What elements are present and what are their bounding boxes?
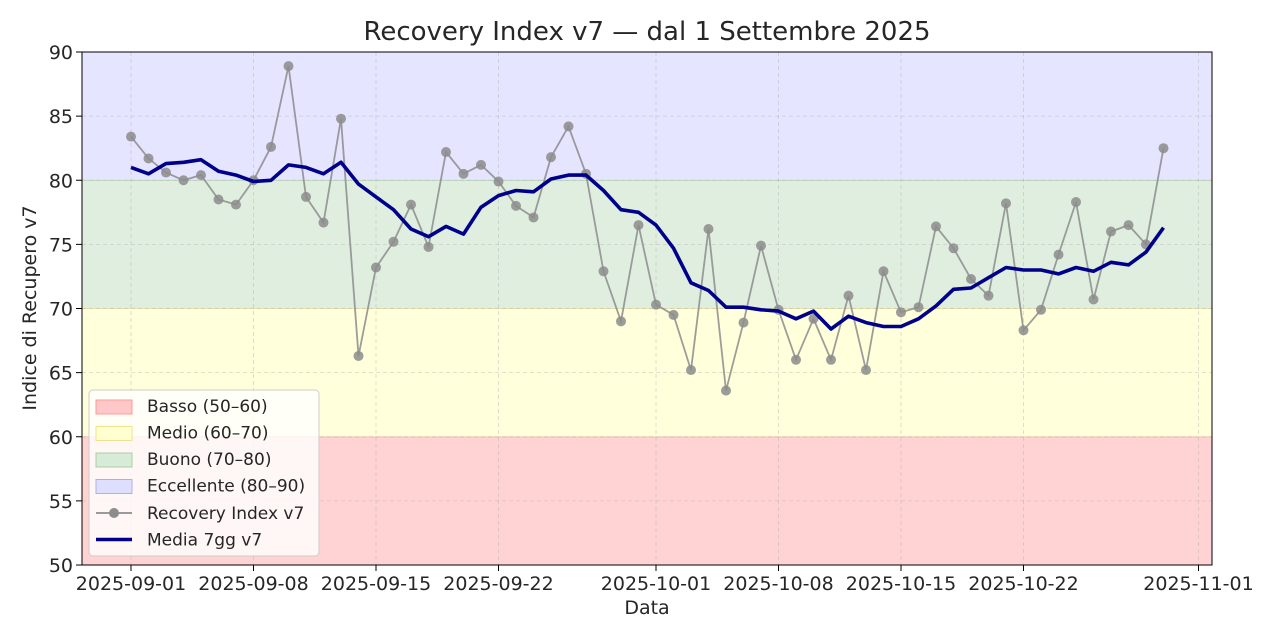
data-point: [458, 168, 469, 179]
data-point: [388, 236, 399, 247]
chart-title: Recovery Index v7 — dal 1 Settembre 2025: [363, 17, 930, 47]
data-point: [651, 299, 662, 310]
x-tick-label: 2025-11-01: [1143, 573, 1253, 595]
data-point: [721, 385, 732, 396]
data-point: [336, 113, 347, 124]
data-point: [1106, 226, 1117, 237]
data-point: [878, 266, 889, 277]
legend: Basso (50–60) Medio (60–70) Buono (70–80) E…: [88, 389, 320, 557]
data-point: [563, 121, 574, 132]
data-point: [318, 217, 329, 228]
data-point: [1053, 249, 1064, 260]
data-point: [371, 262, 382, 273]
data-point: [808, 313, 819, 324]
data-point: [1123, 220, 1134, 231]
x-tick-label: 2025-09-01: [76, 573, 186, 595]
data-point: [1018, 325, 1029, 336]
data-point: [1088, 294, 1099, 305]
data-point: [983, 290, 994, 301]
data-point: [423, 241, 434, 252]
y-axis-label: Indice di Recupero v7: [19, 205, 41, 410]
data-point: [931, 221, 942, 232]
data-point: [126, 131, 137, 142]
data-point: [1158, 143, 1169, 154]
y-tick-label: 90: [49, 42, 73, 64]
data-point: [301, 191, 312, 202]
data-point: [196, 170, 207, 181]
legend-swatch-2: [95, 452, 133, 468]
data-point: [668, 309, 679, 320]
data-point: [441, 147, 452, 158]
data-point: [178, 175, 189, 186]
data-point: [266, 141, 277, 152]
legend-label: Recovery Index v7: [147, 504, 304, 524]
x-tick-label: 2025-10-15: [846, 573, 956, 595]
data-point: [143, 153, 154, 164]
data-point: [353, 350, 364, 361]
data-point: [546, 152, 557, 163]
data-point: [493, 176, 504, 187]
data-point: [913, 302, 924, 313]
data-point: [861, 365, 872, 376]
x-tick-label: 2025-09-15: [321, 573, 431, 595]
x-tick-label: 2025-10-08: [723, 573, 833, 595]
data-point: [406, 199, 417, 210]
data-point: [283, 61, 294, 72]
data-point: [616, 316, 627, 327]
y-tick-label: 85: [49, 106, 73, 128]
data-point: [511, 200, 522, 211]
data-point: [633, 220, 644, 231]
x-axis-label: Data: [624, 597, 669, 619]
y-tick-label: 80: [49, 170, 73, 192]
y-tick-label: 55: [49, 491, 73, 513]
y-tick-label: 50: [49, 555, 73, 577]
data-point: [826, 354, 837, 365]
data-point: [756, 240, 767, 251]
data-point: [231, 199, 242, 210]
data-point: [896, 307, 907, 318]
y-tick-label: 60: [49, 427, 73, 449]
data-point: [476, 159, 487, 170]
legend-label: Medio (60–70): [147, 424, 268, 444]
data-point: [213, 194, 224, 205]
x-tick-label: 2025-10-22: [968, 573, 1078, 595]
data-point: [843, 290, 854, 301]
data-point: [1001, 198, 1012, 209]
data-point: [791, 354, 802, 365]
legend-marker-icon: [109, 508, 119, 518]
data-point: [161, 167, 172, 178]
data-point: [966, 274, 977, 285]
legend-label: Eccellente (80–90): [147, 477, 305, 497]
legend-swatch-3: [95, 479, 133, 494]
y-tick-label: 70: [49, 299, 73, 321]
legend-label: Media 7gg v7: [147, 531, 262, 551]
data-point: [738, 317, 749, 328]
legend-swatch-1: [95, 426, 133, 441]
series-line-moving-average: [130, 157, 1165, 331]
x-tick-label: 2025-09-08: [198, 573, 308, 595]
data-point: [598, 266, 609, 277]
legend-label: Buono (70–80): [147, 450, 271, 470]
x-tick-label: 2025-09-22: [443, 573, 553, 595]
series-line-recovery-index: [130, 65, 1165, 391]
data-point: [703, 223, 714, 234]
data-point: [1071, 197, 1082, 208]
data-point: [948, 243, 959, 254]
y-tick-label: 65: [49, 363, 73, 385]
legend-box: [88, 389, 320, 557]
legend-label: Basso (50–60): [147, 397, 268, 417]
data-point: [528, 212, 539, 223]
y-tick-label: 75: [49, 234, 73, 256]
data-point: [686, 365, 697, 376]
x-tick-label: 2025-10-01: [601, 573, 711, 595]
data-point: [1036, 304, 1047, 315]
legend-swatch-0: [95, 399, 133, 415]
